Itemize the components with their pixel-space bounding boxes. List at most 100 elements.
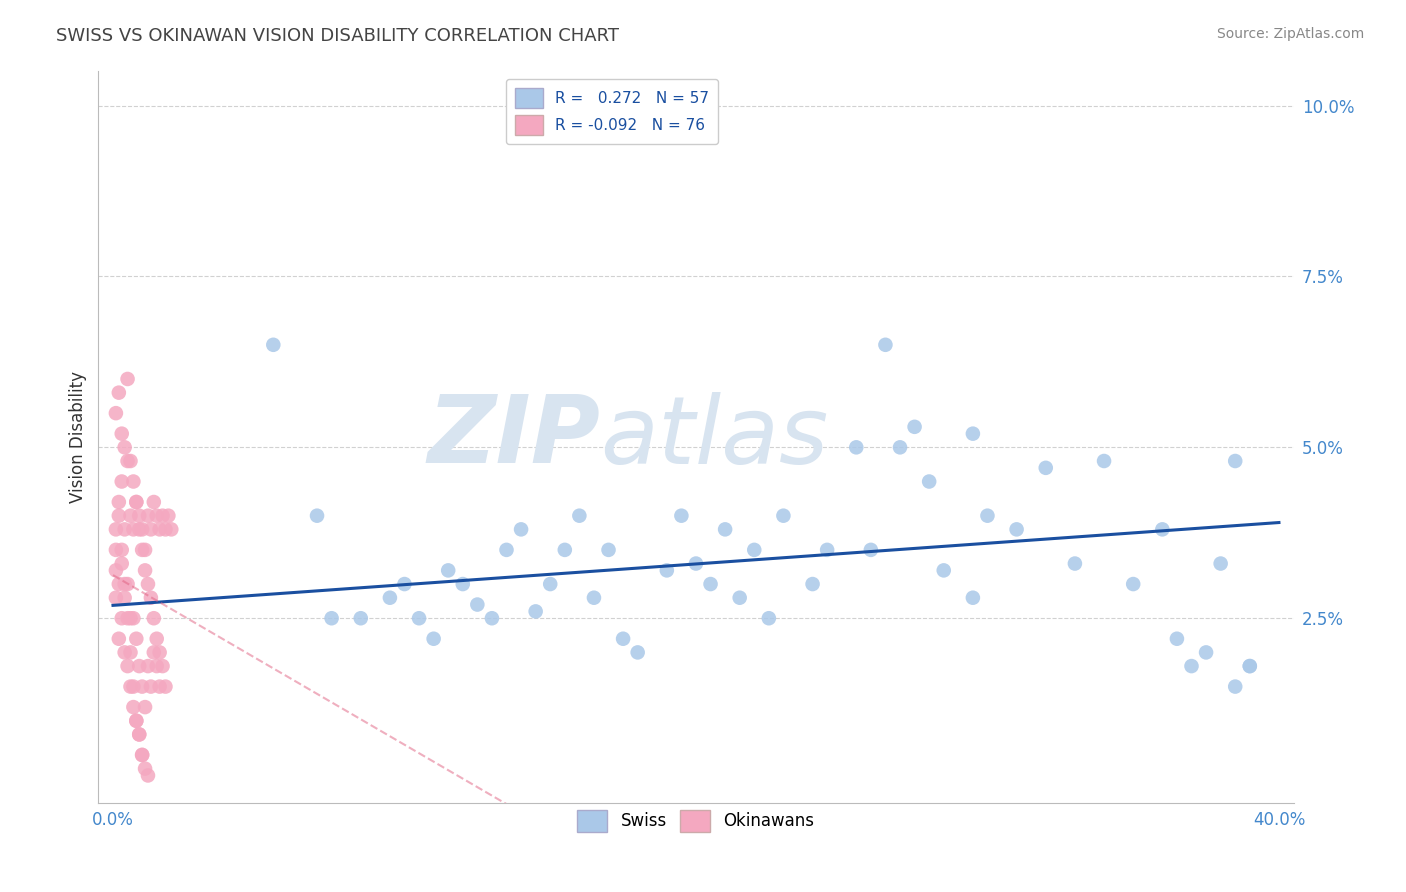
Point	[128, 727, 150, 741]
Point	[139, 522, 162, 536]
Point	[131, 747, 153, 762]
Point	[1152, 522, 1174, 536]
Point	[145, 508, 167, 523]
Point	[1166, 632, 1188, 646]
Point	[125, 495, 148, 509]
Point	[481, 611, 503, 625]
Point	[524, 604, 547, 618]
Point	[422, 632, 444, 646]
Point	[104, 406, 127, 420]
Point	[117, 454, 139, 468]
Point	[408, 611, 430, 625]
Point	[655, 563, 678, 577]
Point	[142, 645, 165, 659]
Point	[1005, 522, 1028, 536]
Point	[437, 563, 460, 577]
Point	[111, 475, 134, 489]
Point	[131, 522, 153, 536]
Point	[598, 542, 620, 557]
Point	[1195, 645, 1218, 659]
Point	[554, 542, 576, 557]
Point	[758, 611, 780, 625]
Point	[131, 747, 153, 762]
Point	[142, 495, 165, 509]
Point	[976, 508, 998, 523]
Point	[451, 577, 474, 591]
Point	[128, 508, 150, 523]
Point	[155, 522, 177, 536]
Point	[111, 426, 134, 441]
Point	[134, 563, 156, 577]
Point	[108, 508, 131, 523]
Point	[108, 385, 131, 400]
Point	[1035, 460, 1057, 475]
Point	[134, 762, 156, 776]
Point	[801, 577, 824, 591]
Point	[612, 632, 634, 646]
Point	[394, 577, 416, 591]
Point	[125, 632, 148, 646]
Point	[117, 577, 139, 591]
Point	[157, 508, 180, 523]
Point	[538, 577, 561, 591]
Point	[815, 542, 838, 557]
Point	[859, 542, 882, 557]
Point	[1122, 577, 1144, 591]
Point	[742, 542, 765, 557]
Point	[149, 522, 172, 536]
Point	[131, 542, 153, 557]
Point	[114, 645, 136, 659]
Point	[1180, 659, 1202, 673]
Point	[728, 591, 751, 605]
Point	[160, 522, 183, 536]
Point	[962, 426, 984, 441]
Point	[125, 714, 148, 728]
Point	[495, 542, 517, 557]
Point	[111, 542, 134, 557]
Point	[114, 522, 136, 536]
Point	[1225, 680, 1247, 694]
Point	[350, 611, 373, 625]
Point	[114, 577, 136, 591]
Point	[128, 659, 150, 673]
Point	[903, 420, 925, 434]
Point	[139, 591, 162, 605]
Point	[131, 680, 153, 694]
Point	[467, 598, 489, 612]
Point	[122, 611, 145, 625]
Point	[845, 440, 868, 454]
Point	[117, 659, 139, 673]
Point	[932, 563, 955, 577]
Point	[108, 495, 131, 509]
Point	[128, 522, 150, 536]
Point	[111, 611, 134, 625]
Point	[714, 522, 737, 536]
Point	[104, 563, 127, 577]
Point	[671, 508, 693, 523]
Point	[114, 591, 136, 605]
Point	[568, 508, 591, 523]
Point	[122, 475, 145, 489]
Point	[510, 522, 533, 536]
Point	[582, 591, 605, 605]
Point	[104, 542, 127, 557]
Point	[136, 577, 159, 591]
Point	[145, 632, 167, 646]
Point	[104, 522, 127, 536]
Point	[918, 475, 941, 489]
Point	[108, 632, 131, 646]
Point	[120, 611, 142, 625]
Point	[1225, 454, 1247, 468]
Point	[120, 508, 142, 523]
Point	[104, 591, 127, 605]
Point	[108, 577, 131, 591]
Point	[134, 700, 156, 714]
Point	[378, 591, 401, 605]
Point	[136, 659, 159, 673]
Point	[149, 645, 172, 659]
Point	[152, 508, 174, 523]
Text: atlas: atlas	[600, 392, 828, 483]
Point	[962, 591, 984, 605]
Point	[145, 659, 167, 673]
Text: Source: ZipAtlas.com: Source: ZipAtlas.com	[1216, 27, 1364, 41]
